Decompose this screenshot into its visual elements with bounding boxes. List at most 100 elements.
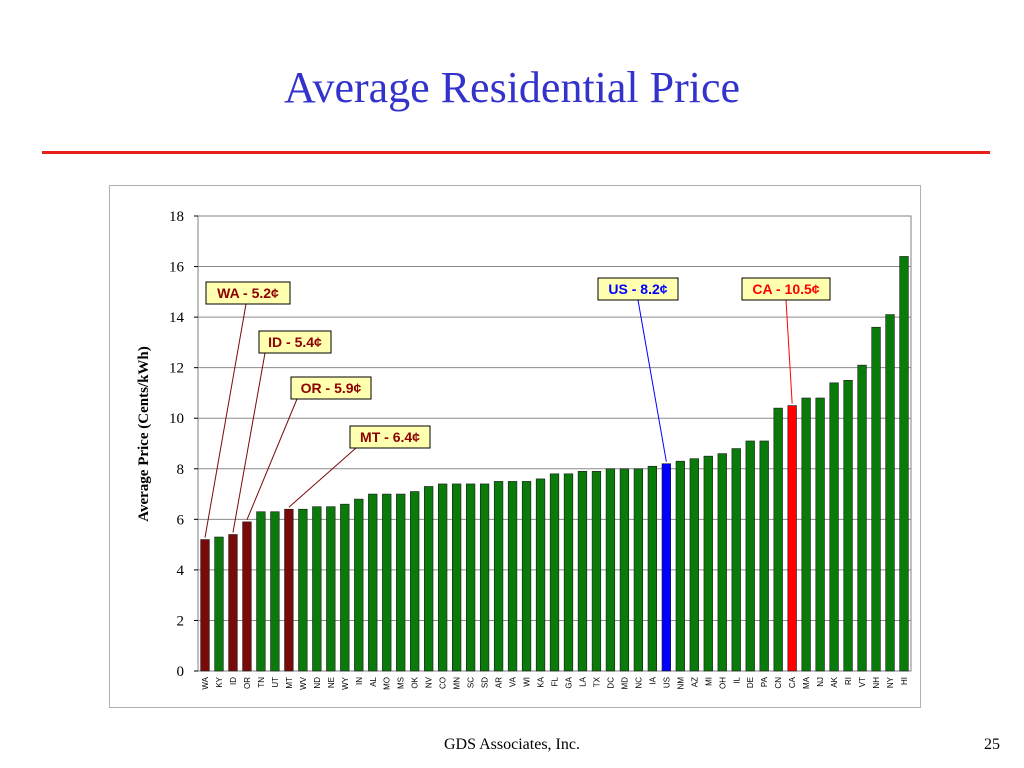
x-tick-label: MO: [383, 677, 392, 690]
bar-ak: [829, 382, 839, 672]
bar-ca: [787, 405, 797, 672]
callout-box-or: [290, 376, 372, 400]
chart-frame: 0 2 4 6 8 10 12 14 16 18 WA KY ID OR TN UT MT WV ND NE WY IN…: [109, 185, 921, 708]
x-tick-label: NM: [676, 677, 685, 690]
bar-nj: [815, 397, 825, 672]
x-tick-label: CN: [774, 677, 783, 689]
x-tick-label: IN: [355, 677, 364, 685]
bar-md: [619, 468, 630, 672]
x-tick-label: AK: [830, 676, 839, 687]
x-tick-label: NH: [872, 677, 881, 689]
x-tick-label: UT: [271, 677, 280, 688]
bar-mn: [451, 483, 462, 672]
bar-sd: [479, 483, 490, 672]
bar-mi: [703, 455, 713, 672]
bar-chart: 0 2 4 6 8 10 12 14 16 18 WA KY ID OR TN UT MT WV ND NE WY IN…: [136, 209, 912, 690]
title-divider: [42, 151, 990, 154]
callout-line-us: [637, 299, 667, 462]
x-tick-label: MD: [620, 677, 629, 690]
bar-nm: [675, 460, 685, 672]
bar-wy: [340, 503, 350, 672]
x-tick-label: VA: [509, 676, 518, 687]
y-tick-label: 14: [169, 310, 185, 326]
x-tick-label: NE: [327, 677, 336, 688]
x-tick-label: MT: [285, 677, 294, 689]
bar-ia: [647, 465, 658, 672]
bar-ga: [563, 473, 574, 672]
x-tick-label: TX: [592, 676, 601, 687]
x-tick-label: MI: [704, 677, 713, 686]
bar-ar: [493, 481, 504, 672]
bar-ka: [535, 478, 546, 672]
x-tick-label: WA: [201, 676, 210, 689]
x-axis-ticks: WA KY ID OR TN UT MT WV ND NE WY IN AL MO MS OK NV CO MN SC…: [201, 676, 909, 690]
bar-cn: [773, 407, 783, 672]
x-tick-label: VT: [858, 677, 867, 687]
bar-ms: [396, 493, 406, 672]
x-tick-label: ND: [313, 677, 322, 689]
x-tick-label: MN: [453, 677, 462, 690]
x-tick-label: ID: [229, 677, 238, 685]
x-tick-label: GA: [564, 676, 573, 688]
bar-ma: [801, 397, 811, 672]
bar-ky: [214, 536, 224, 672]
x-tick-label: HI: [900, 677, 909, 685]
x-tick-label: SD: [481, 677, 490, 688]
x-tick-label: IA: [648, 676, 657, 684]
page-title: Average Residential Price: [283, 63, 741, 112]
bar-vt: [857, 364, 867, 672]
bar-wv: [298, 508, 308, 672]
x-tick-label: AZ: [690, 677, 699, 687]
callout-line-id: [232, 352, 266, 533]
callout-label-or: OR - 5.9¢: [301, 380, 362, 396]
callout-label-ca: CA - 10.5¢: [752, 281, 819, 297]
page-number: 25: [984, 736, 1000, 753]
x-tick-label: FL: [551, 676, 560, 686]
bar-us: [661, 463, 671, 672]
callout-box-id: [258, 330, 332, 354]
callout-box-us: [597, 277, 679, 301]
x-tick-label: WI: [523, 677, 532, 687]
y-tick-label: 8: [177, 462, 185, 478]
bar-nc: [633, 468, 644, 672]
x-tick-label: KY: [215, 676, 224, 687]
chart-bars: [200, 256, 909, 672]
y-tick-label: 12: [169, 361, 184, 377]
x-tick-label: NJ: [816, 677, 825, 687]
x-tick-label: US: [662, 677, 671, 688]
x-tick-label: OR: [243, 677, 252, 689]
callout-box-mt: [349, 425, 431, 449]
x-tick-label: NC: [634, 677, 643, 689]
bar-de: [745, 440, 755, 672]
y-tick-label: 10: [169, 411, 184, 427]
bar-ok: [410, 491, 420, 672]
bar-mo: [382, 493, 392, 672]
x-tick-label: TN: [257, 677, 266, 688]
bar-nv: [424, 486, 434, 672]
y-tick-label: 18: [169, 209, 184, 225]
bar-hi: [899, 256, 909, 672]
bar-ny: [885, 314, 895, 672]
bar-az: [689, 458, 699, 672]
x-tick-label: WV: [299, 676, 308, 690]
bar-fl: [549, 473, 560, 672]
bar-or: [242, 521, 252, 672]
bar-al: [368, 493, 378, 672]
x-tick-label: OH: [718, 677, 727, 689]
callout-label-id: ID - 5.4¢: [268, 334, 322, 350]
x-tick-label: KA: [537, 676, 546, 687]
callout-line-or: [246, 398, 298, 521]
callout-label-wa: WA - 5.2¢: [217, 285, 279, 301]
x-tick-label: WY: [341, 676, 350, 690]
bar-dc: [605, 468, 616, 672]
bar-pa: [759, 440, 769, 672]
footer-company: GDS Associates, Inc.: [444, 736, 580, 753]
bar-nd: [312, 506, 322, 672]
callout-line-mt: [288, 447, 357, 508]
y-tick-label: 2: [177, 613, 185, 629]
bar-ne: [326, 506, 336, 672]
bar-tn: [256, 511, 266, 672]
x-tick-label: CO: [439, 677, 448, 689]
x-tick-label: SC: [467, 677, 476, 688]
bar-va: [507, 481, 518, 672]
